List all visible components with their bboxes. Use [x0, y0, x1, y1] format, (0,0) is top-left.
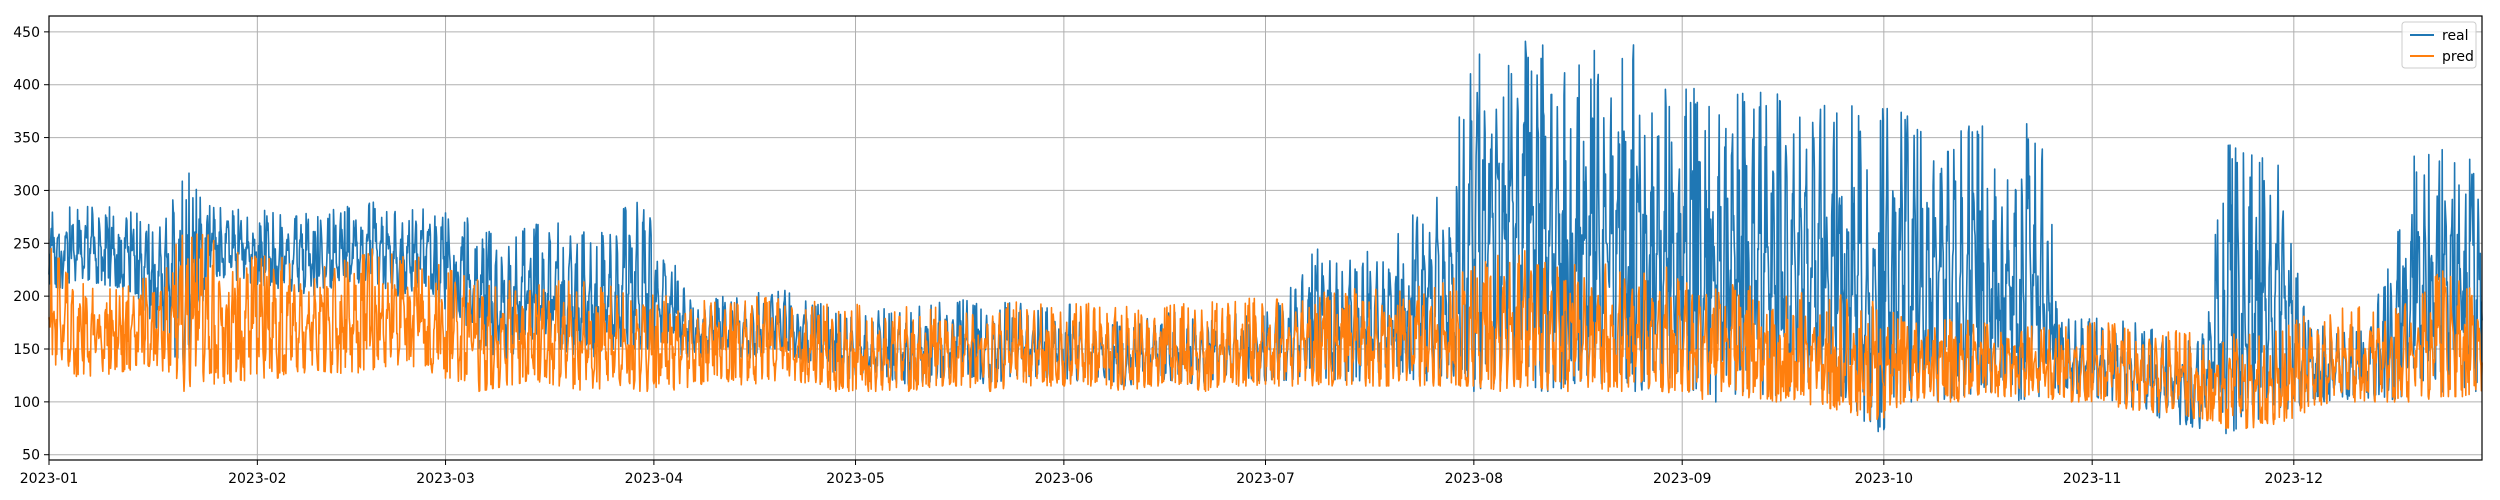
- x-tick-label: 2023-03: [416, 471, 475, 487]
- x-tick-label: 2023-05: [826, 471, 885, 487]
- series-line-pred: [48, 233, 2483, 430]
- x-tick-label: 2023-07: [1236, 471, 1295, 487]
- x-tick-label: 2023-06: [1035, 471, 1094, 487]
- y-tick-label: 100: [13, 395, 40, 411]
- y-tick-label: 200: [13, 289, 40, 305]
- y-tick-label: 350: [13, 131, 40, 147]
- legend-label-real: real: [2442, 28, 2469, 44]
- y-tick-label: 150: [13, 342, 40, 358]
- series-layer: [48, 40, 2483, 435]
- y-axis: 50 100 150 200 250 300 350 400 450: [13, 25, 49, 464]
- y-tick-label: 400: [13, 78, 40, 94]
- y-tick-label: 300: [13, 183, 40, 199]
- x-tick-label: 2023-12: [2265, 471, 2324, 487]
- x-tick-label: 2023-04: [625, 471, 684, 487]
- y-tick-label: 50: [22, 448, 40, 464]
- x-tick-label: 2023-02: [228, 471, 287, 487]
- y-tick-label: 450: [13, 25, 40, 41]
- legend-label-pred: pred: [2442, 49, 2474, 65]
- x-tick-label: 2023-08: [1445, 471, 1504, 487]
- x-tick-label: 2023-11: [2063, 471, 2122, 487]
- x-tick-label: 2023-10: [1855, 471, 1914, 487]
- x-axis: 2023-01 2023-02 2023-03 2023-04 2023-05 2023-…: [20, 460, 2323, 487]
- x-tick-label: 2023-09: [1653, 471, 1712, 487]
- x-tick-label: 2023-01: [20, 471, 79, 487]
- y-tick-label: 250: [13, 236, 40, 252]
- legend: real pred: [2401, 21, 2477, 69]
